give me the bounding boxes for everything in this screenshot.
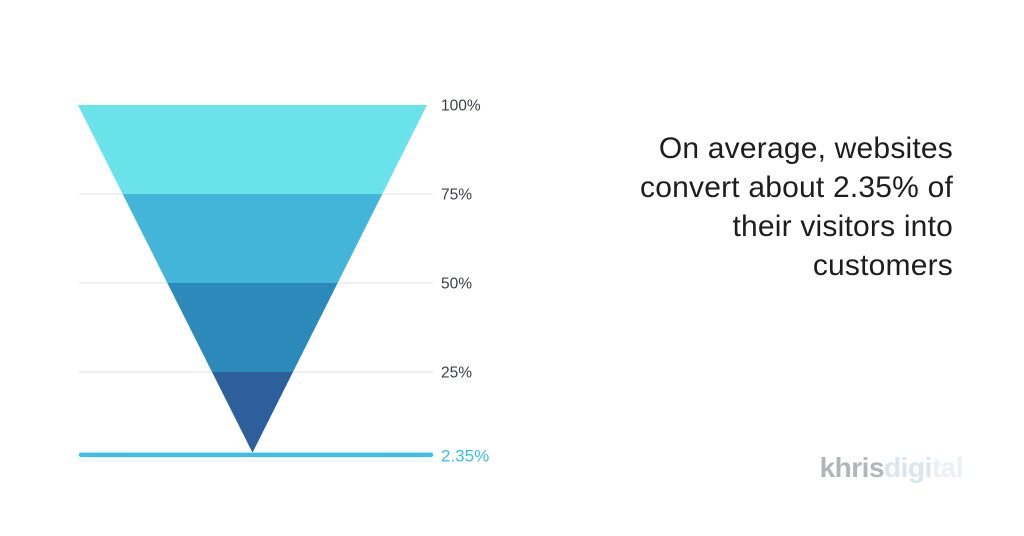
quote-line: On average, websites (658, 132, 953, 165)
tick-label-50%: 50% (441, 276, 472, 293)
tick-label-25%: 25% (441, 365, 472, 382)
quote-text: On average, websites convert about 2.35%… (523, 129, 953, 285)
quote-line: customers (812, 249, 953, 282)
tick-label-100%: 100% (441, 98, 481, 115)
conversion-rate-label: 2.35% (441, 446, 489, 465)
tick-label-75%: 75% (441, 187, 472, 204)
brand-watermark: khrisdigital (819, 452, 964, 484)
brand-watermark-part: digi (884, 452, 932, 483)
funnel-segment-100% (78, 105, 427, 194)
funnel-chart: 100% 75% 50% 25% 2.35% (78, 98, 489, 465)
funnel-segment-75% (122, 194, 383, 283)
quote-line: their visitors into (732, 210, 953, 243)
funnel-segment-50% (167, 283, 338, 372)
brand-watermark-part: tal (931, 452, 964, 483)
quote-line: convert about 2.35% of (640, 171, 953, 204)
funnel-segment-25% (212, 372, 293, 453)
brand-watermark-part: khris (819, 452, 885, 483)
